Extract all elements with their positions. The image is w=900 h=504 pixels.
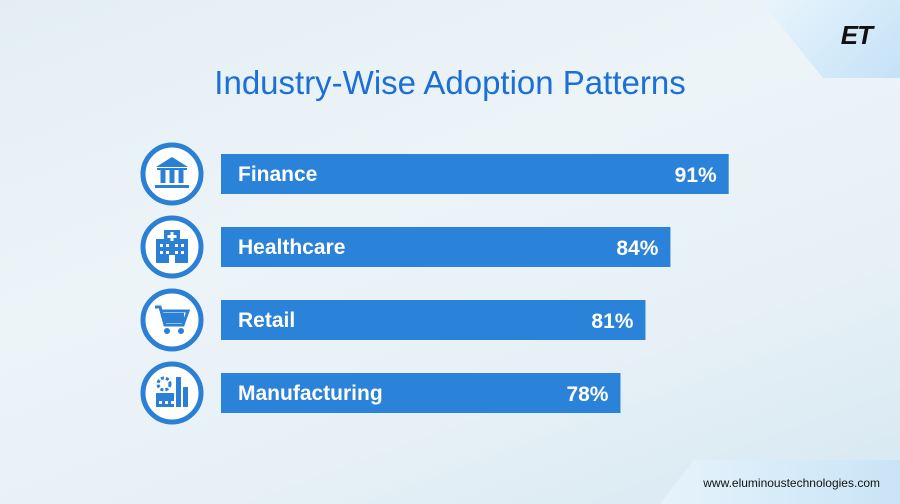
value-label: 91% bbox=[675, 164, 717, 187]
category-label: Manufacturing bbox=[238, 382, 383, 405]
chart-title: Industry-Wise Adoption Patterns bbox=[214, 64, 686, 101]
value-label: 81% bbox=[591, 310, 633, 333]
bar-group-retail: Retail 81% bbox=[140, 288, 646, 352]
bar-group-healthcare: Healthcare 84% bbox=[140, 215, 671, 279]
category-label: Retail bbox=[238, 309, 295, 332]
bar bbox=[221, 154, 729, 194]
category-label: Finance bbox=[238, 163, 317, 186]
bar-group-manufacturing: Manufacturing 78% bbox=[140, 361, 621, 425]
value-label: 84% bbox=[616, 237, 658, 260]
footer-decoration bbox=[660, 460, 900, 504]
bar bbox=[221, 300, 646, 340]
bar-group-finance: Finance 91% bbox=[140, 142, 729, 206]
bar bbox=[221, 373, 621, 413]
bank-icon bbox=[155, 157, 189, 188]
brand-logo: ET bbox=[840, 20, 873, 50]
website-url: www.eluminoustechnologies.com bbox=[703, 476, 880, 490]
category-label: Healthcare bbox=[238, 236, 345, 259]
hospital-icon bbox=[156, 230, 188, 263]
shopping-cart-icon bbox=[155, 305, 191, 334]
bar bbox=[221, 227, 671, 267]
factory-icon bbox=[156, 376, 188, 407]
value-label: 78% bbox=[566, 383, 608, 406]
